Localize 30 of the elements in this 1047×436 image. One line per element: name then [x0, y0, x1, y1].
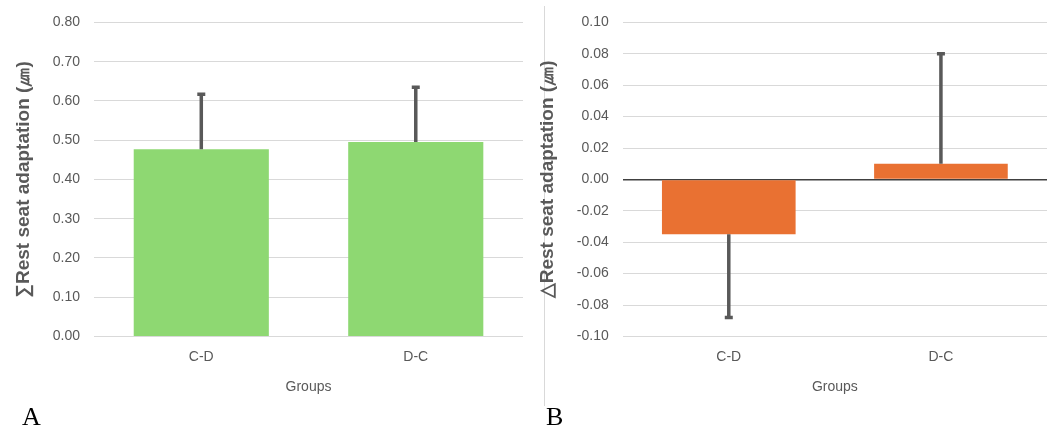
x-tick-label: D-C	[403, 347, 429, 364]
y-tick-label: 0.06	[581, 76, 609, 93]
x-tick-label: D-C	[928, 347, 954, 364]
y-tick-label: -0.10	[576, 327, 609, 344]
x-axis-title: Groups	[285, 378, 332, 395]
y-tick-label: 0.00	[581, 170, 609, 187]
y-tick-label: 0.30	[52, 209, 81, 226]
x-axis-title: Groups	[811, 378, 858, 395]
y-tick-label: 0.08	[581, 44, 609, 61]
y-tick-label: -0.04	[576, 233, 609, 250]
y-tick-label: 0.00	[52, 327, 81, 344]
y-tick-label: 0.10	[581, 13, 609, 30]
y-tick-label: 0.70	[52, 52, 81, 69]
x-tick-label: C-D	[188, 347, 214, 364]
y-tick-label: 0.60	[52, 91, 81, 108]
y-tick-label: -0.08	[576, 295, 609, 312]
text: A	[22, 402, 41, 432]
y-axis-title: ∑Rest seat adaptation (㎛)	[11, 61, 34, 298]
y-tick-label: 0.04	[581, 107, 609, 124]
y-tick-label: 0.10	[52, 288, 81, 305]
y-tick-label: -0.06	[576, 264, 609, 281]
y-tick-label: 0.80	[52, 13, 81, 30]
y-axis-title: △Rest seat adaptation (㎛)	[535, 60, 557, 300]
y-tick-label: 0.40	[52, 170, 81, 187]
x-tick-label: C-D	[716, 347, 742, 364]
text: B	[546, 402, 564, 432]
y-tick-label: 0.50	[52, 131, 81, 148]
y-tick-label: -0.02	[576, 201, 609, 218]
y-tick-label: 0.20	[52, 248, 81, 265]
y-tick-label: 0.02	[581, 138, 609, 155]
